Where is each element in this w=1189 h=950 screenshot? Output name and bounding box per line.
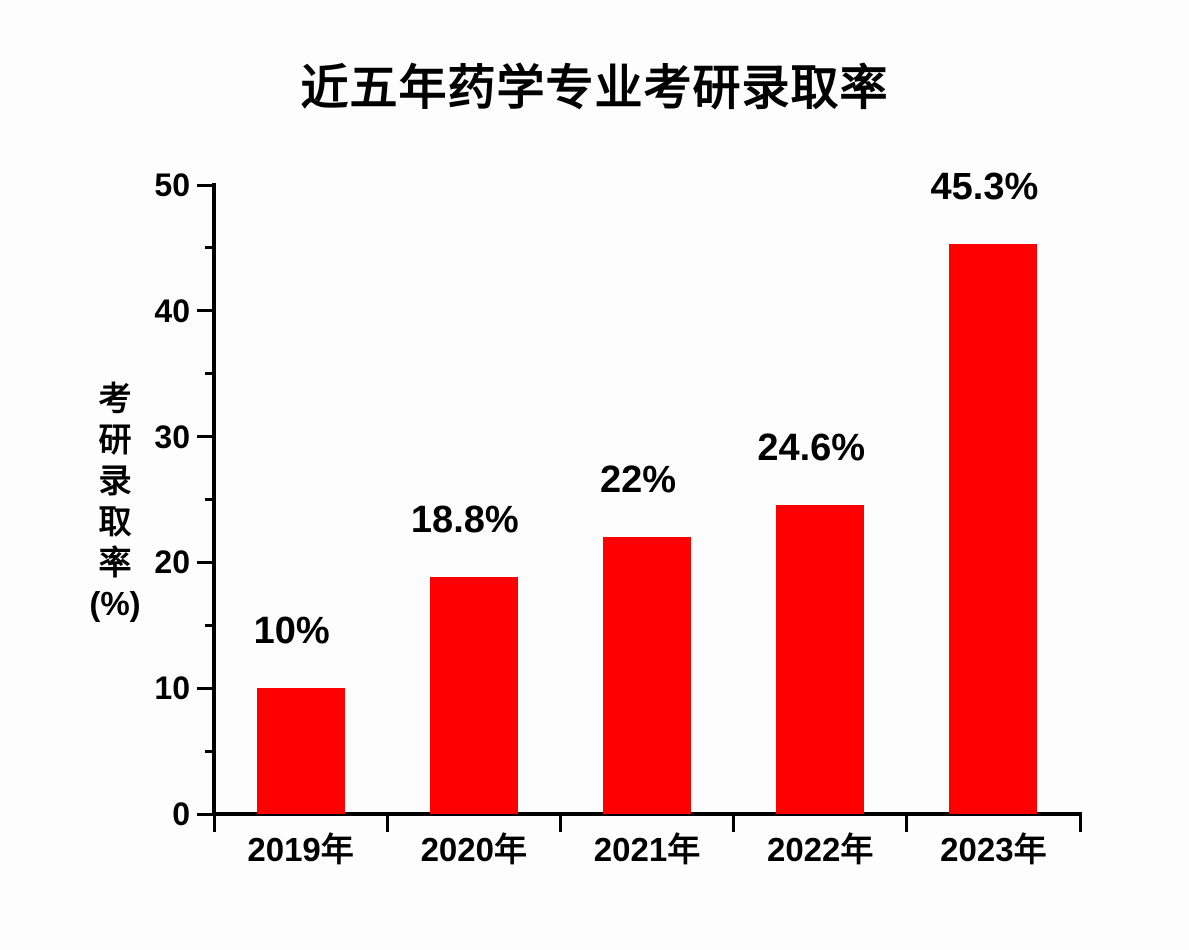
y-axis-line (212, 183, 216, 816)
y-axis-label-char: 研 (98, 421, 132, 458)
x-axis-line (212, 812, 1082, 816)
bar (603, 537, 691, 814)
y-major-tick (197, 183, 214, 187)
y-axis-label-char: 率 (98, 544, 132, 581)
bar-value-label: 45.3% (930, 166, 1039, 209)
x-tick (385, 816, 389, 832)
y-tick-label: 20 (154, 544, 190, 581)
y-major-tick (197, 812, 214, 816)
bar-value-label: 22% (599, 459, 677, 502)
y-major-tick (197, 560, 214, 564)
x-tick-label: 2022年 (766, 831, 874, 868)
y-minor-tick (205, 372, 214, 376)
x-tick (1078, 816, 1082, 832)
y-axis-label-char: 录 (98, 462, 132, 499)
x-tick-label: 2020年 (420, 831, 527, 868)
y-minor-tick (205, 246, 214, 250)
bar (429, 577, 518, 814)
y-axis-label-char: 考 (98, 380, 132, 417)
bar-value-label: 24.6% (757, 426, 866, 469)
y-minor-tick (205, 623, 214, 627)
x-tick (905, 816, 909, 832)
y-minor-tick (205, 749, 214, 753)
y-tick-label: 30 (154, 418, 190, 455)
y-tick-label: 50 (154, 167, 190, 203)
x-tick (732, 816, 736, 832)
y-major-tick (197, 435, 214, 439)
x-tick (212, 816, 216, 832)
y-minor-tick (205, 498, 214, 501)
bar (776, 504, 865, 814)
y-axis-label: 考研录取率 (%) (55, 378, 175, 624)
bar (256, 688, 345, 814)
y-tick-label: 40 (154, 292, 190, 329)
x-tick-label: 2021年 (593, 831, 701, 868)
y-major-tick (197, 686, 214, 690)
bar (949, 244, 1038, 814)
bar-value-label: 10% (253, 610, 330, 653)
x-tick-label: 2019年 (247, 831, 354, 868)
x-tick-label: 2023年 (940, 831, 1047, 868)
y-axis-label-char: 取 (98, 503, 132, 540)
y-tick-label: 10 (154, 670, 190, 707)
x-tick (558, 816, 562, 832)
bar-value-label: 18.8% (410, 499, 519, 542)
y-axis-label-char: (%) (89, 585, 141, 622)
y-tick-label: 0 (172, 796, 190, 832)
y-major-tick (197, 309, 214, 313)
chart-title: 近五年药学专业考研录取率 (300, 62, 889, 115)
